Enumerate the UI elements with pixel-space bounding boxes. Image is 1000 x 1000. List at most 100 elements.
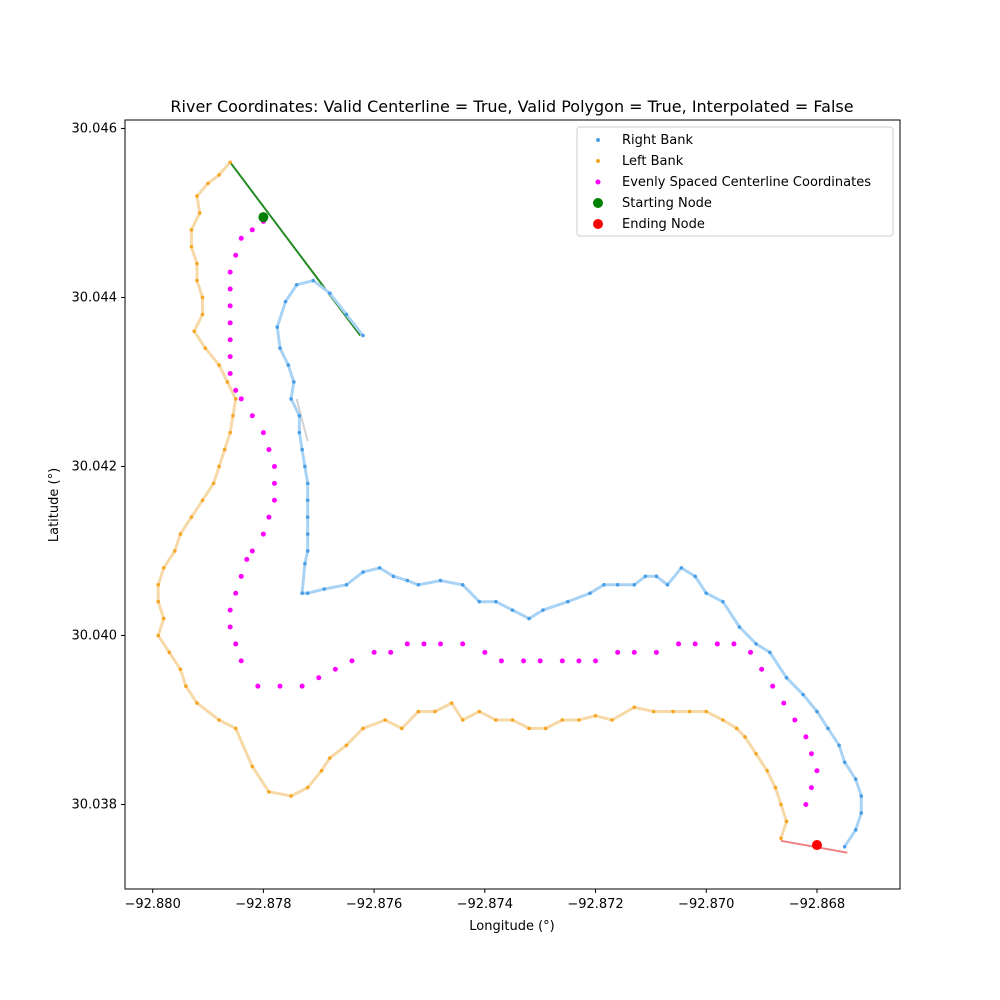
left-bank-point xyxy=(189,228,194,232)
left-bank-point xyxy=(560,718,565,722)
centerline-point xyxy=(255,683,261,689)
right-bank-point xyxy=(344,312,349,317)
right-bank-point xyxy=(361,570,365,574)
centerline-point xyxy=(731,641,737,647)
centerline-point xyxy=(227,303,233,309)
right-bank-point xyxy=(294,282,299,287)
right-bank-point xyxy=(721,599,725,604)
right-bank-point xyxy=(588,591,592,596)
right-bank-point xyxy=(297,413,302,418)
legend-label-left-bank: Left Bank xyxy=(622,154,684,169)
centerline-point xyxy=(227,337,233,343)
centerline-point xyxy=(371,649,377,655)
left-bank-point xyxy=(217,718,221,722)
centerline-point xyxy=(714,641,720,647)
gap-line xyxy=(295,398,309,442)
centerline-point xyxy=(277,683,283,689)
right-bank-point xyxy=(289,397,293,401)
left-bank-point xyxy=(233,397,238,401)
centerline-point xyxy=(748,649,754,655)
left-bank-point xyxy=(477,709,482,714)
left-bank-point xyxy=(779,802,783,807)
left-bank-point xyxy=(203,346,208,350)
left-bank-point xyxy=(189,515,194,519)
x-tick-label: −92.874 xyxy=(457,897,513,912)
centerline-point xyxy=(238,235,244,241)
centerline-point xyxy=(227,269,233,275)
centerline-point xyxy=(227,607,233,613)
plot-frame xyxy=(124,119,901,890)
right-bank-point xyxy=(322,587,327,591)
right-bank-point xyxy=(615,582,620,587)
centerline-point xyxy=(770,683,776,689)
right-bank-point xyxy=(286,363,291,367)
right-bank-point xyxy=(297,430,302,435)
centerline-point xyxy=(676,641,682,647)
y-tick-label: 30.038 xyxy=(72,797,118,812)
left-bank-point xyxy=(632,705,637,710)
right-bank-point xyxy=(527,616,531,621)
left-bank-point xyxy=(195,701,199,705)
left-bank-point xyxy=(189,244,194,249)
right-bank-point xyxy=(815,709,819,714)
left-bank-point xyxy=(344,743,349,748)
right-bank-point xyxy=(859,811,864,815)
centerline-point xyxy=(438,641,444,647)
right-bank-point xyxy=(328,291,332,296)
centerline-point xyxy=(803,801,809,807)
left-bank-point xyxy=(161,616,166,621)
left-bank-point xyxy=(217,464,221,469)
left-bank-point xyxy=(779,836,783,841)
left-bank-point xyxy=(195,194,199,198)
centerline-point xyxy=(759,666,765,672)
right-bank-point xyxy=(842,760,847,765)
left-bank-point xyxy=(433,709,437,714)
right-bank-point xyxy=(460,582,465,587)
left-bank-point xyxy=(543,726,548,731)
right-bank-point xyxy=(566,599,570,604)
left-bank-point xyxy=(228,430,232,435)
left-bank-point xyxy=(765,768,769,773)
right-bank-point xyxy=(405,578,410,583)
left-bank-point xyxy=(416,709,421,714)
centerline-point xyxy=(653,649,659,655)
centerline-point xyxy=(271,463,277,469)
left-bank-point xyxy=(195,278,199,283)
centerline-point xyxy=(238,658,244,664)
right-bank-point xyxy=(416,582,421,587)
x-tick-label: −92.870 xyxy=(678,897,734,912)
right-bank-point xyxy=(361,333,365,338)
legend-box xyxy=(576,126,894,237)
legend-item-starting-node: Starting Node xyxy=(593,196,712,211)
right-bank-point xyxy=(853,777,858,781)
centerline-point xyxy=(593,658,599,664)
right-bank-point xyxy=(391,574,396,579)
right-bank-point xyxy=(510,608,515,612)
right-bank-point xyxy=(344,582,349,587)
right-bank-point xyxy=(801,692,805,697)
left-bank-point xyxy=(217,363,221,367)
right-bank-point xyxy=(859,794,864,798)
legend-label-centerline: Evenly Spaced Centerline Coordinates xyxy=(622,175,871,190)
right-bank-point xyxy=(679,566,684,570)
right-bank-point xyxy=(826,726,830,731)
left-bank-point xyxy=(361,726,365,731)
left-bank-point xyxy=(784,819,789,824)
right-bank-point xyxy=(303,464,307,469)
right-bank-point xyxy=(300,591,304,596)
y-tick-label: 30.044 xyxy=(72,290,118,305)
left-bank-point xyxy=(773,785,778,790)
centerline-point xyxy=(249,227,255,233)
centerline-point xyxy=(227,371,233,377)
left-bank-point xyxy=(527,726,531,731)
centerline-point xyxy=(260,430,266,436)
left-bank-point xyxy=(231,413,235,418)
left-bank-point xyxy=(200,295,205,300)
centerline-point xyxy=(808,785,814,791)
legend-marker-starting-node xyxy=(593,198,603,208)
centerline-point xyxy=(521,658,527,664)
x-tick-label: −92.878 xyxy=(235,897,291,912)
right-bank-point xyxy=(704,591,709,596)
ending-node-point xyxy=(811,840,822,851)
